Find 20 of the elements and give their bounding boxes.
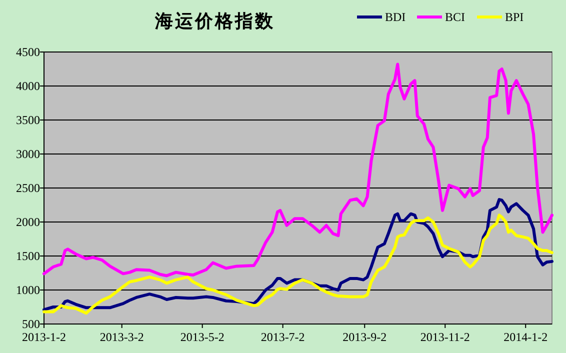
x-tick-label: 2013-5-2: [180, 330, 224, 344]
y-tick-label: 2500: [16, 181, 40, 195]
y-tick-label: 2000: [16, 215, 40, 229]
x-tick-label: 2013-1-2: [22, 330, 66, 344]
legend-label: BDI: [385, 10, 406, 24]
legend-label: BCI: [445, 10, 466, 24]
x-tick-label: 2013-7-2: [260, 330, 305, 344]
y-tick-label: 3500: [16, 113, 40, 127]
y-tick-label: 1500: [16, 249, 40, 263]
x-tick-label: 2014-1-2: [504, 330, 548, 344]
x-tick-label: 2013-11-2: [420, 330, 470, 344]
x-tick-label: 2013-9-2: [342, 330, 387, 344]
chart-title: 海运价格指数: [154, 11, 275, 31]
y-tick-label: 500: [22, 317, 40, 331]
legend-label: BPI: [505, 10, 524, 24]
y-tick-label: 4000: [16, 79, 40, 93]
y-tick-label: 3000: [16, 147, 40, 161]
y-tick-label: 1000: [16, 283, 40, 297]
y-tick-label: 4500: [16, 45, 40, 59]
x-tick-label: 2013-3-2: [100, 330, 144, 344]
